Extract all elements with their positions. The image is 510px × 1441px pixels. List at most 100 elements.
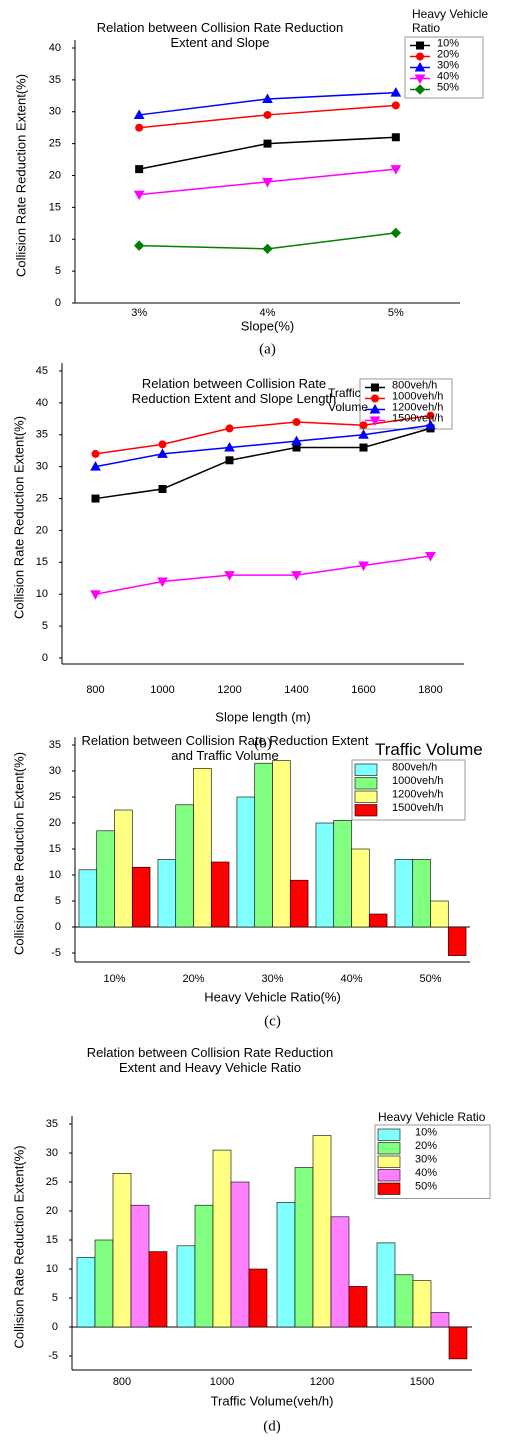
legend-label: 30% (415, 1154, 437, 1166)
marker (135, 165, 144, 174)
chart-title: Relation between Collision Rate Reductio… (86, 1045, 334, 1075)
bar (130, 1204, 150, 1328)
bar (131, 866, 151, 928)
caption: (b) (254, 735, 272, 751)
x-tick-label: 1400 (284, 684, 308, 696)
legend-label: 1200veh/h (392, 401, 443, 413)
y-tick-label: 10 (46, 1263, 58, 1275)
bar (351, 848, 370, 928)
x-tick-label: 1200 (217, 684, 241, 696)
x-tick-label: 1200 (310, 1376, 334, 1388)
bar (148, 1251, 168, 1328)
y-tick-label: 20 (36, 524, 48, 536)
y-tick-label: 15 (49, 201, 61, 213)
bar (212, 1149, 232, 1328)
legend-title: Traffic Volume (375, 740, 483, 759)
bar (94, 1239, 114, 1328)
legend-label: 10% (437, 37, 459, 49)
bar (333, 820, 352, 928)
marker (262, 177, 273, 188)
legend-label: 1000veh/h (392, 390, 443, 402)
bar (412, 859, 431, 928)
marker (369, 403, 381, 414)
legend-swatch (377, 1155, 401, 1168)
series-line (95, 427, 431, 500)
y-tick-label: 25 (49, 138, 61, 150)
bar (430, 1312, 450, 1328)
legend-title: Heavy Vehicle Ratio (412, 7, 489, 35)
bar (96, 830, 115, 928)
y-tick-label: 30 (49, 106, 61, 118)
legend-label: 50% (437, 81, 459, 93)
marker (263, 110, 272, 119)
bar (236, 796, 256, 928)
marker (359, 421, 368, 430)
marker (224, 442, 235, 452)
bar (76, 1257, 96, 1328)
marker (225, 456, 234, 465)
legend-label: 20% (437, 48, 459, 60)
bar (315, 822, 335, 928)
bar (175, 804, 194, 928)
legend-box (351, 759, 466, 821)
bar (448, 1326, 468, 1360)
legend-swatch (354, 763, 378, 776)
bar (112, 1173, 132, 1328)
marker (291, 435, 302, 446)
y-tick-label: 10 (49, 233, 61, 245)
legend-swatch (354, 777, 378, 790)
series-line (95, 414, 431, 455)
x-tick-label: 3% (131, 307, 147, 319)
bar (272, 760, 291, 928)
legend-box (374, 1124, 491, 1199)
y-tick-label: 15 (46, 1234, 58, 1246)
legend-label: 30% (437, 59, 459, 71)
y-tick-label: 45 (36, 365, 48, 377)
bar (114, 809, 133, 928)
bar (289, 879, 309, 928)
bar (248, 1268, 268, 1328)
x-axis-title: Slope length (m) (215, 709, 310, 724)
bar (176, 1245, 196, 1328)
bar (348, 1286, 368, 1328)
x-axis-title: Slope(%) (241, 318, 294, 333)
bar (193, 768, 212, 928)
y-tick-label: 35 (49, 74, 61, 86)
chart-title: Relation between Collision Rate Reductio… (81, 733, 369, 763)
y-axis-title: Collision Rate Reduction Extent(%) (13, 74, 28, 277)
marker (391, 133, 400, 142)
bar (330, 1216, 350, 1328)
bar (312, 1135, 332, 1328)
marker (390, 87, 402, 97)
bar (368, 913, 388, 928)
x-axis-title: Heavy Vehicle Ratio(%) (204, 989, 341, 1004)
marker (391, 101, 400, 110)
x-tick-label: 50% (419, 973, 441, 985)
marker (414, 61, 426, 72)
bar (210, 861, 230, 928)
legend-label: 1000veh/h (392, 775, 443, 787)
legend-label: 40% (437, 70, 459, 82)
marker (158, 484, 167, 493)
marker (158, 440, 167, 449)
marker (157, 577, 168, 587)
marker (426, 411, 435, 420)
chart-title: Relation between Collision Rate Reductio… (131, 376, 337, 406)
x-tick-label: 5% (388, 307, 404, 319)
bar (194, 1204, 214, 1328)
x-tick-label: 1000 (210, 1376, 234, 1388)
y-tick-label: 35 (46, 1118, 58, 1130)
bar (294, 1167, 314, 1328)
marker (133, 109, 145, 119)
y-tick-label: 5 (42, 620, 48, 632)
x-tick-label: 10% (103, 973, 125, 985)
bar (430, 900, 449, 928)
marker (369, 416, 381, 427)
legend-swatch (377, 1182, 401, 1195)
marker (359, 443, 368, 452)
series-line (95, 555, 431, 595)
x-tick-label: 30% (261, 973, 283, 985)
marker (358, 429, 369, 439)
y-tick-label: 5 (52, 1292, 58, 1304)
y-axis-title: Collision Rate Reduction Extent(%) (11, 1145, 26, 1348)
